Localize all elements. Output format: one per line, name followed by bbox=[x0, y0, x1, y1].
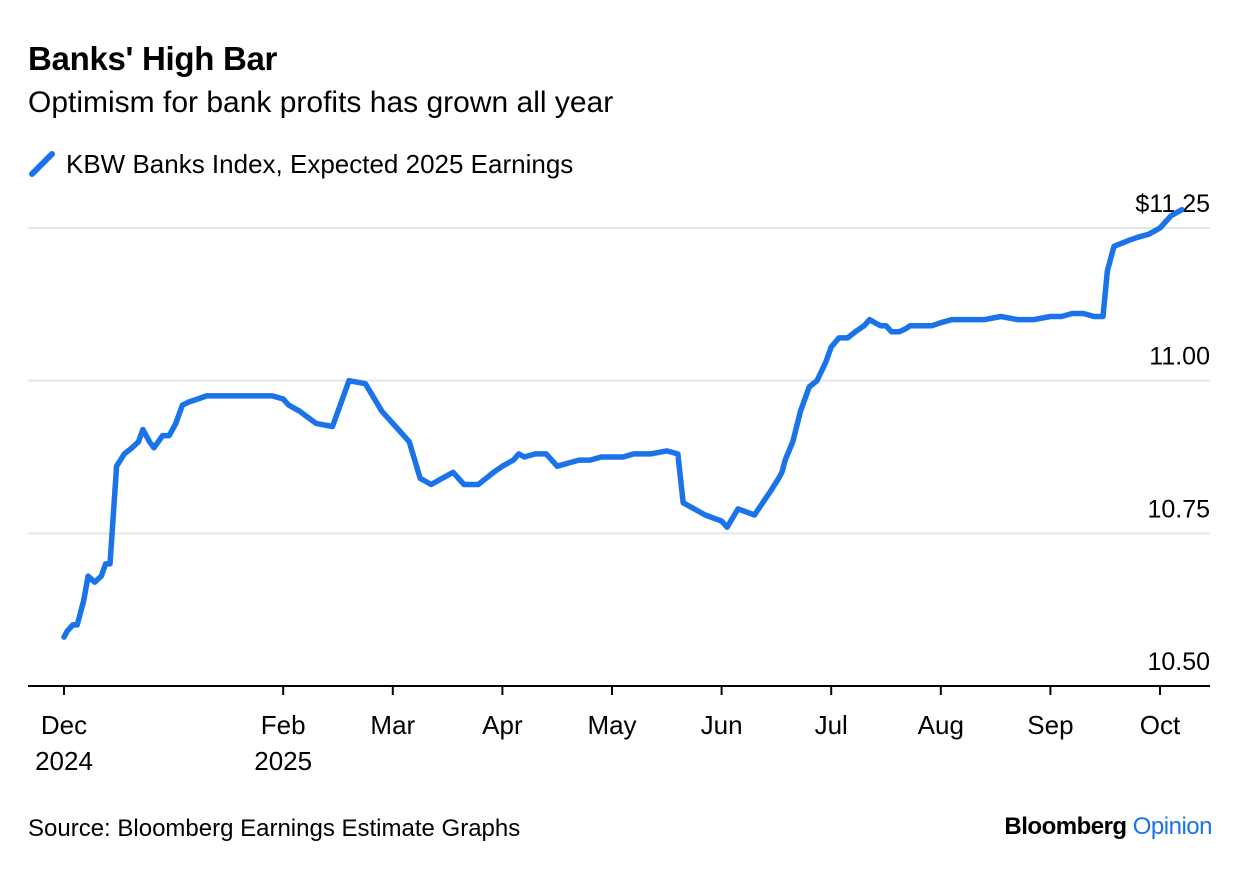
x-tick-label: May bbox=[587, 710, 636, 740]
brand-primary: Bloomberg bbox=[1004, 813, 1127, 840]
y-tick-label: 11.00 bbox=[1149, 343, 1210, 371]
chart-subtitle: Optimism for bank profits has grown all … bbox=[28, 86, 614, 119]
x-tick-label: Feb bbox=[261, 710, 306, 740]
x-tick-label: Sep bbox=[1027, 710, 1073, 740]
x-tick-sublabel: 2024 bbox=[35, 746, 93, 776]
source-note: Source: Bloomberg Earnings Estimate Grap… bbox=[28, 815, 521, 842]
x-tick-label: Jul bbox=[815, 710, 848, 740]
legend-label: KBW Banks Index, Expected 2025 Earnings bbox=[66, 148, 574, 179]
chart-title: Banks' High Bar bbox=[28, 40, 278, 77]
x-tick-sublabel: 2025 bbox=[254, 746, 312, 776]
x-tick-label: Mar bbox=[370, 710, 415, 740]
legend-swatch-icon bbox=[29, 151, 55, 177]
x-tick-label: Aug bbox=[918, 710, 964, 740]
brand-logo: Bloomberg Opinion bbox=[1004, 813, 1212, 841]
y-tick-label: 10.75 bbox=[1147, 495, 1210, 523]
x-tick-label: Jun bbox=[701, 710, 743, 740]
x-tick-label: Oct bbox=[1140, 710, 1181, 740]
series-line bbox=[61, 206, 1185, 640]
legend: KBW Banks Index, Expected 2025 Earnings bbox=[28, 148, 573, 180]
y-tick-label: 10.50 bbox=[1147, 648, 1210, 676]
x-tick-label: Dec bbox=[41, 710, 87, 740]
brand-secondary: Opinion bbox=[1132, 813, 1213, 840]
x-tick-label: Apr bbox=[482, 710, 523, 740]
